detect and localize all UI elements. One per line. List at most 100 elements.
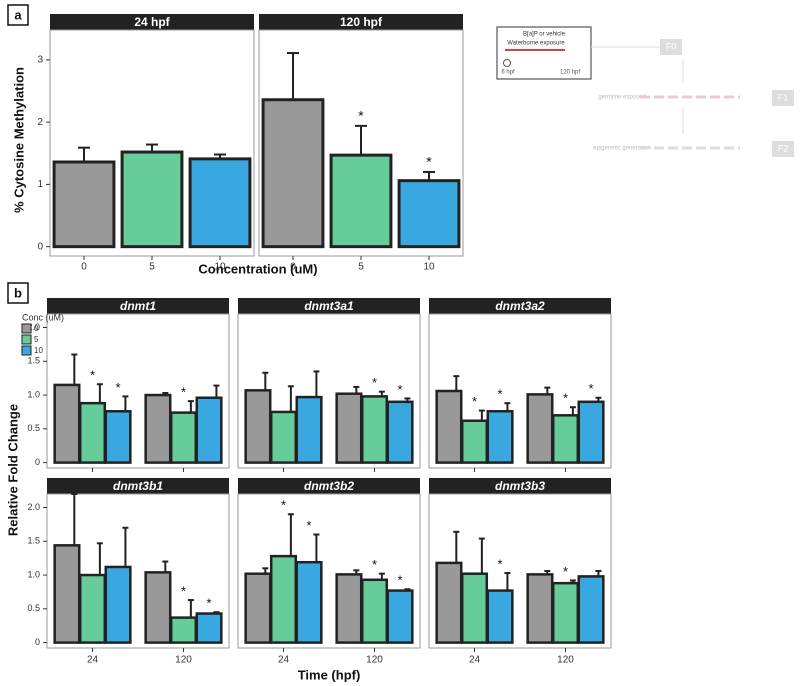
bar xyxy=(526,393,554,464)
facet-title: dnmt1 xyxy=(120,299,156,313)
generation-box xyxy=(660,39,682,55)
significance: * xyxy=(563,564,568,579)
bar xyxy=(486,410,514,464)
bar xyxy=(360,395,389,464)
schematic-text: F1 xyxy=(778,92,789,102)
legend-label: 0 xyxy=(34,324,39,333)
bar xyxy=(78,573,107,644)
bar xyxy=(144,393,172,464)
facet-strip xyxy=(238,298,420,314)
significance: * xyxy=(358,108,364,124)
y-tick-label: 0 xyxy=(35,637,40,647)
bar xyxy=(269,410,298,464)
significance: * xyxy=(398,573,403,588)
bar xyxy=(169,616,198,644)
legend-title: Conc (uM) xyxy=(22,312,64,322)
significance: * xyxy=(498,556,503,571)
bar xyxy=(78,401,107,464)
exposure-box xyxy=(496,26,592,80)
facet-title: dnmt3b2 xyxy=(304,479,354,493)
embryo-icon xyxy=(503,59,511,67)
panel-label-box xyxy=(7,282,29,304)
schematic-text: F0 xyxy=(666,41,677,51)
significance: * xyxy=(563,391,568,406)
bar xyxy=(295,560,323,644)
bar xyxy=(551,414,580,464)
bar xyxy=(195,396,223,464)
y-tick-label: 2 xyxy=(37,117,43,128)
bar xyxy=(577,575,605,644)
generation-box xyxy=(772,90,794,106)
bar xyxy=(104,565,132,644)
x-tick-label: 24 xyxy=(469,655,481,666)
schematic-text: germline exposed xyxy=(598,95,645,101)
bar xyxy=(526,573,554,644)
bar xyxy=(486,589,514,644)
bar xyxy=(104,410,132,464)
y-tick-label: 0 xyxy=(37,241,43,252)
significance: * xyxy=(372,557,377,572)
bar xyxy=(53,544,81,644)
bar xyxy=(360,578,389,644)
facet-strip xyxy=(429,298,611,314)
schematic-text: F2 xyxy=(778,143,789,153)
y-tick-label: 1 xyxy=(37,179,43,190)
plot-frame xyxy=(46,313,230,469)
significance: * xyxy=(426,154,432,170)
x-tick-label: 0 xyxy=(290,262,296,273)
bar xyxy=(195,612,223,644)
bar xyxy=(335,392,363,464)
bar xyxy=(244,389,272,464)
facet-strip xyxy=(47,298,229,314)
facet-title: dnmt3b1 xyxy=(113,479,163,493)
bar xyxy=(244,572,272,644)
panel-label-box xyxy=(7,4,29,26)
x-tick-label: 5 xyxy=(358,262,364,273)
significance: * xyxy=(281,498,286,513)
plot-frame xyxy=(46,493,230,649)
bar xyxy=(460,572,489,644)
plot-frame xyxy=(428,313,612,469)
facet-strip xyxy=(259,14,463,30)
facet-title: dnmt3a1 xyxy=(304,299,354,313)
x-tick-label: 10 xyxy=(423,262,435,273)
x-tick-label: 24 xyxy=(87,655,99,666)
significance: * xyxy=(398,382,403,397)
significance: * xyxy=(307,518,312,533)
schematic-text: 6 hpf xyxy=(501,70,515,76)
x-tick-label: 24 xyxy=(278,655,290,666)
significance: * xyxy=(589,381,594,396)
bar xyxy=(261,98,325,249)
bar xyxy=(435,561,463,644)
facet-strip xyxy=(238,478,420,494)
significance: * xyxy=(90,368,95,383)
y-axis-title: Relative Fold Change xyxy=(5,404,20,536)
bar xyxy=(386,400,414,464)
y-tick-label: 2.0 xyxy=(27,502,40,512)
y-tick-label: 0.5 xyxy=(27,603,40,613)
schematic: B[a]P or vehicle Waterborne exposure 6 h… xyxy=(496,26,794,157)
plot-frame xyxy=(237,493,421,649)
schematic-text: 120 hpf xyxy=(560,70,580,76)
bar xyxy=(188,157,252,249)
legend-swatch xyxy=(21,323,32,334)
y-tick-label: 1.0 xyxy=(27,389,40,399)
y-tick-label: 2.0 xyxy=(27,322,40,332)
y-tick-label: 1.5 xyxy=(27,536,40,546)
bar xyxy=(144,571,172,644)
x-tick-label: 120 xyxy=(366,655,383,666)
x-axis-title: Concentration (uM) xyxy=(198,261,317,276)
significance: * xyxy=(207,596,212,611)
bar xyxy=(295,395,323,464)
bar xyxy=(269,554,298,644)
bar xyxy=(435,389,463,464)
y-tick-label: 1.5 xyxy=(27,356,40,366)
bar xyxy=(551,581,580,644)
x-axis-title: Time (hpf) xyxy=(298,667,361,682)
legend-label: 10 xyxy=(34,346,43,355)
schematic-text: epigenetic generation xyxy=(593,146,650,152)
panel-label: b xyxy=(14,285,22,300)
x-tick-label: 10 xyxy=(214,262,226,273)
bar xyxy=(329,153,393,249)
y-tick-label: 0 xyxy=(35,457,40,467)
